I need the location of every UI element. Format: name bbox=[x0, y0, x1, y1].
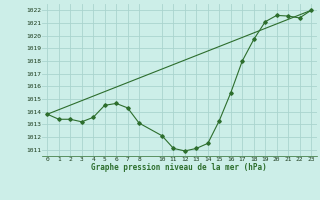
X-axis label: Graphe pression niveau de la mer (hPa): Graphe pression niveau de la mer (hPa) bbox=[91, 163, 267, 172]
